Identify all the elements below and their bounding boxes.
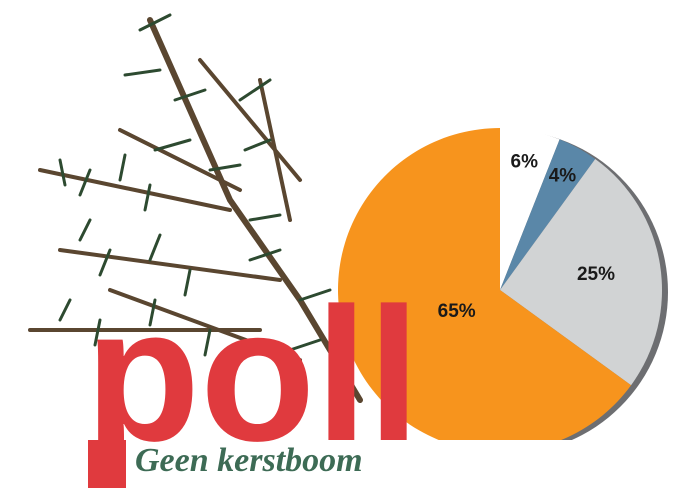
data-label: 4% (549, 165, 577, 186)
data-label: 25% (577, 264, 615, 285)
subtitle: Geen kerstboom (135, 442, 363, 479)
data-label: 6% (511, 152, 539, 173)
title-bar (88, 440, 126, 488)
data-label: 65% (438, 301, 476, 322)
infographic: 6%4%25%65% poll Geen kerstboom (0, 0, 679, 488)
